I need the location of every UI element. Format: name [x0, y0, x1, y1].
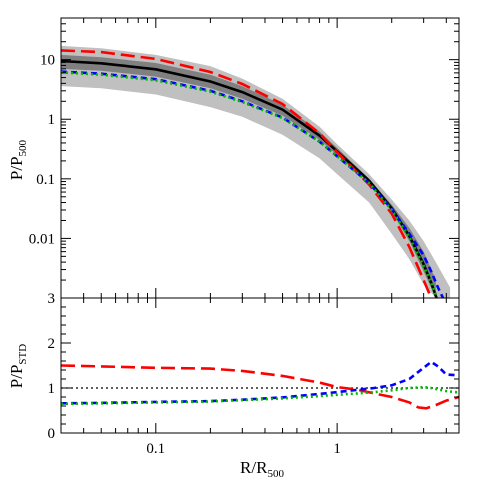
top-series-2 — [61, 70, 445, 298]
axis-ticks — [60, 17, 459, 434]
bottom-series-2 — [61, 385, 459, 406]
top-y-tick-label: 0.01 — [29, 231, 55, 247]
top-y-tick-label: 10 — [40, 53, 55, 69]
top-y-axis-label: P/P500 — [7, 139, 29, 180]
top-series-3 — [61, 71, 439, 298]
bottom-series-1 — [61, 360, 459, 405]
bottom-y-tick-label: 1 — [48, 381, 56, 397]
x-axis-label: R/R500 — [240, 458, 284, 480]
bottom-y-tick-label: 2 — [48, 336, 56, 352]
bottom-y-tick-label: 3 — [48, 291, 56, 307]
top-y-tick-label: 1 — [48, 112, 56, 128]
top-panel-series — [61, 49, 445, 298]
tick-labels: 0.01 0.1 1 10 0 1 2 3 0.1 1 — [29, 53, 341, 457]
bottom-panel-series — [61, 360, 459, 410]
top-series-1 — [61, 49, 433, 298]
bottom-y-axis-label: P/PSTD — [7, 344, 29, 388]
scatter-band-inner — [61, 54, 436, 298]
bottom-y-tick-label: 0 — [48, 426, 56, 442]
top-y-tick-label: 0.1 — [36, 172, 55, 188]
scatter-band-outer — [61, 45, 451, 298]
x-tick-label: 0.1 — [146, 441, 165, 457]
bottom-panel-frame — [60, 297, 460, 434]
bottom-series-0 — [61, 364, 459, 410]
x-tick-label: 1 — [333, 441, 341, 457]
scatter-bands — [61, 45, 451, 298]
